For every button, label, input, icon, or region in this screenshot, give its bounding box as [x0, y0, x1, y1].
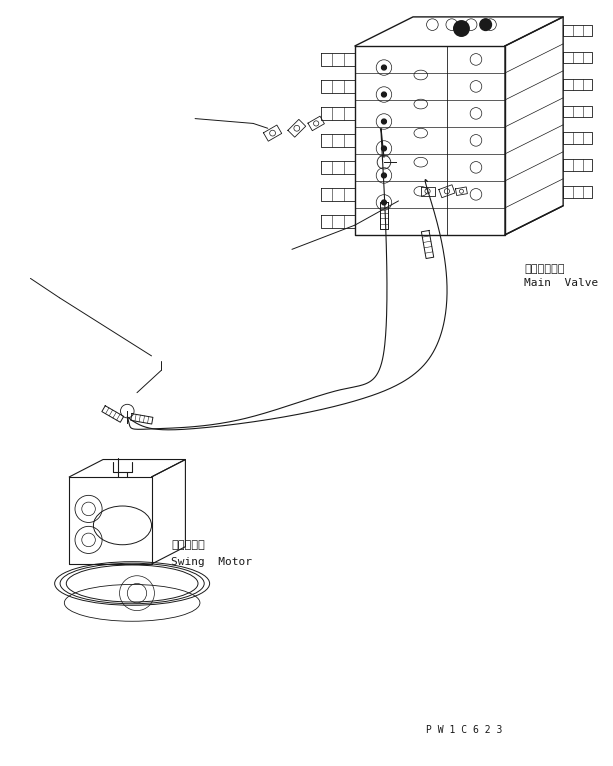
- Circle shape: [381, 146, 386, 151]
- Circle shape: [480, 19, 492, 31]
- Text: P W 1 C 6 2 3: P W 1 C 6 2 3: [426, 725, 503, 735]
- Text: メインバルブ: メインバルブ: [524, 264, 565, 274]
- Circle shape: [381, 200, 386, 205]
- Circle shape: [381, 92, 386, 97]
- Text: Main  Valve: Main Valve: [524, 278, 599, 288]
- Circle shape: [381, 173, 386, 178]
- Circle shape: [454, 21, 469, 36]
- Text: 旋回モータ: 旋回モータ: [171, 540, 205, 550]
- Circle shape: [381, 119, 386, 124]
- Circle shape: [381, 65, 386, 70]
- Text: Swing  Motor: Swing Motor: [171, 557, 252, 567]
